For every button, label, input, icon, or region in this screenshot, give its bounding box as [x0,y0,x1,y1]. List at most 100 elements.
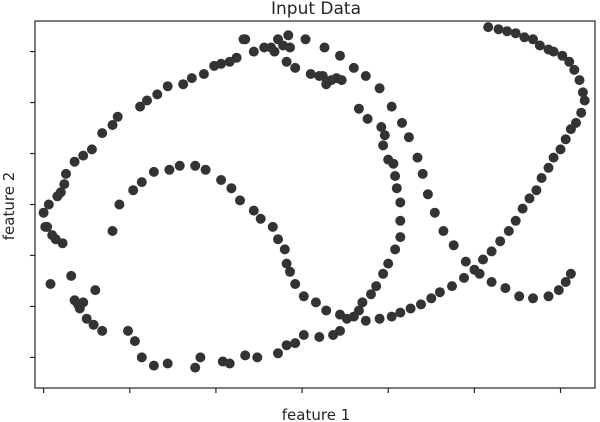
data-point [500,283,511,294]
data-point [148,360,159,371]
data-point [378,140,389,151]
data-point [269,46,280,57]
data-point [448,240,459,251]
data-point [200,164,211,175]
data-point [273,348,283,359]
data-point [557,50,568,61]
data-point [374,83,385,94]
data-point [198,69,209,79]
data-point [353,103,364,114]
data-point [61,168,71,179]
data-point [412,152,423,163]
data-point [235,195,245,206]
data-point [348,311,359,322]
data-point [281,56,292,67]
data-point [86,144,97,155]
data-point [565,268,576,279]
data-point [519,32,530,43]
data-point [273,234,283,245]
data-point [360,71,371,81]
data-point [231,52,242,63]
data-point [486,277,497,287]
data-point [305,69,316,79]
data-point [88,319,99,330]
data-point [135,101,146,112]
data-point [55,187,66,198]
data-point [335,309,345,320]
data-point [426,293,437,304]
data-point [114,199,125,210]
data-point [298,330,309,340]
data-point [216,58,227,69]
data-point [395,232,406,243]
data-point [123,325,133,336]
data-point [502,26,513,37]
data-point [217,356,228,367]
data-point [576,107,587,118]
data-point [434,287,445,298]
data-point [148,166,159,177]
data-point [379,130,390,141]
chart-title: Input Data [271,0,361,19]
data-point [553,285,564,296]
data-point [97,128,108,139]
data-point [386,101,397,112]
data-point [469,264,480,275]
data-point [314,332,325,342]
data-point [285,42,295,53]
data-point [152,89,163,100]
data-point [281,340,292,351]
data-point [45,279,56,289]
data-point [460,256,471,267]
data-point [107,226,118,236]
data-point [438,226,449,236]
data-point [388,158,399,169]
data-point [429,207,440,218]
data-point [493,24,504,35]
data-point [90,285,101,296]
axis-ticks [30,50,562,393]
data-point [386,311,397,322]
data-point [376,122,387,132]
y-axis-label: feature 2 [0,172,18,240]
data-point [335,50,345,61]
data-point [543,162,554,173]
data-point [371,281,382,292]
data-point [574,75,585,86]
data-point [486,246,497,257]
x-axis-label: feature 1 [282,406,350,422]
data-point [298,291,309,302]
data-point [38,207,49,218]
data-point [255,213,266,224]
data-point [128,185,139,196]
data-point [447,281,457,292]
data-point [290,62,301,73]
data-point [136,352,147,363]
data-point [136,177,147,188]
data-point [240,34,251,45]
data-point [348,62,359,73]
data-point [285,266,295,277]
data-point [571,117,581,128]
data-point [360,315,371,326]
data-point [548,152,559,163]
data-point [422,189,433,200]
data-point [534,40,545,51]
data-point [326,75,337,86]
data-point [162,81,173,92]
data-points [38,22,590,373]
data-point [310,297,321,308]
data-point [259,42,270,53]
data-point [391,183,402,194]
data-point [319,42,330,53]
data-point [178,79,189,90]
data-point [569,64,580,75]
data-point [390,244,401,255]
data-point [226,183,237,194]
data-point [357,297,368,308]
data-point [248,46,259,57]
data-point [459,272,469,283]
data-point [290,279,301,289]
data-point [577,87,588,98]
data-point [69,156,80,167]
